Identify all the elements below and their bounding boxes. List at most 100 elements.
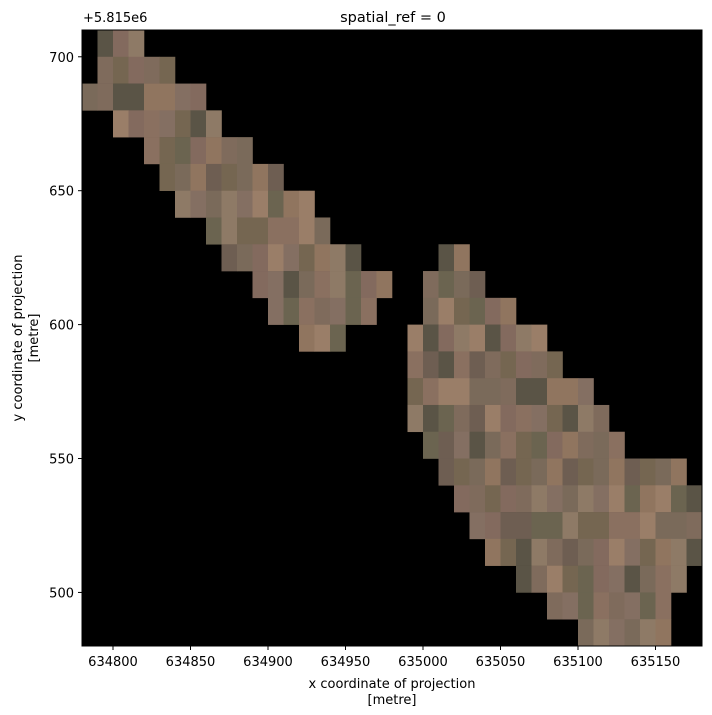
raster-pixel bbox=[593, 404, 610, 433]
raster-pixel bbox=[500, 538, 517, 566]
raster-pixel bbox=[221, 244, 238, 272]
raster-pixel bbox=[686, 512, 703, 540]
raster-pixel bbox=[268, 163, 284, 191]
raster-pixel bbox=[237, 163, 253, 191]
raster-pixel bbox=[531, 324, 548, 352]
raster-pixel bbox=[655, 512, 672, 540]
raster-pixel bbox=[531, 512, 548, 540]
raster-pixel bbox=[562, 512, 579, 540]
raster-pixel bbox=[144, 83, 160, 111]
raster-pixel bbox=[609, 431, 625, 459]
raster-pixel bbox=[562, 565, 579, 593]
y-tick-label: 500 bbox=[49, 586, 74, 601]
raster-pixel bbox=[252, 190, 269, 218]
raster-pixel bbox=[671, 458, 687, 486]
raster-image bbox=[82, 30, 703, 647]
raster-pixel bbox=[547, 404, 563, 433]
raster-pixel bbox=[330, 297, 346, 325]
x-tick-label: 635000 bbox=[398, 655, 448, 670]
raster-pixel bbox=[500, 324, 517, 352]
raster-pixel bbox=[640, 512, 656, 540]
raster-pixel bbox=[578, 378, 594, 406]
raster-pixel bbox=[531, 458, 548, 486]
raster-pixel bbox=[283, 271, 300, 299]
raster-pixel bbox=[159, 110, 176, 138]
raster-pixel bbox=[113, 56, 129, 84]
raster-pixel bbox=[206, 110, 222, 138]
raster-pixel bbox=[624, 458, 641, 486]
raster-pixel bbox=[547, 351, 563, 379]
raster-pixel bbox=[268, 217, 284, 245]
raster-pixel bbox=[624, 512, 641, 540]
raster-pixel bbox=[485, 297, 501, 325]
raster-pixel bbox=[640, 458, 656, 486]
raster-pixel bbox=[128, 110, 145, 138]
chart-title: spatial_ref = 0 bbox=[340, 10, 446, 26]
raster-pixel bbox=[671, 565, 687, 593]
raster-pixel bbox=[469, 512, 486, 540]
raster-pixel bbox=[454, 458, 470, 486]
raster-pixel bbox=[206, 190, 222, 218]
x-tick-label: 634800 bbox=[88, 655, 138, 670]
raster-pixel bbox=[469, 431, 486, 459]
raster-pixel bbox=[175, 110, 191, 138]
raster-pixel bbox=[423, 431, 439, 459]
raster-pixel bbox=[221, 163, 238, 191]
raster-pixel bbox=[655, 619, 672, 647]
raster-pixel bbox=[516, 512, 532, 540]
y-tick-label: 600 bbox=[49, 319, 74, 334]
raster-pixel bbox=[609, 565, 625, 593]
raster-pixel bbox=[175, 190, 191, 218]
raster-pixel bbox=[562, 538, 579, 566]
raster-pixel bbox=[609, 538, 625, 566]
raster-pixel bbox=[469, 271, 486, 299]
raster-pixel bbox=[578, 404, 594, 433]
raster-pixel bbox=[500, 351, 517, 379]
raster-pixel bbox=[485, 458, 501, 486]
raster-pixel bbox=[423, 324, 439, 352]
raster-pixel bbox=[237, 217, 253, 245]
raster-pixel bbox=[578, 512, 594, 540]
raster-pixel bbox=[562, 404, 579, 433]
raster-pixel bbox=[438, 431, 455, 459]
raster-pixel bbox=[314, 217, 331, 245]
raster-pixel bbox=[624, 565, 641, 593]
raster-pixel bbox=[283, 190, 300, 218]
raster-pixel bbox=[485, 404, 501, 433]
raster-pixel bbox=[578, 619, 594, 647]
raster-pixel bbox=[562, 431, 579, 459]
raster-pixel bbox=[190, 190, 207, 218]
raster-pixel bbox=[593, 538, 610, 566]
raster-pixel bbox=[500, 378, 517, 406]
raster-pixel bbox=[485, 512, 501, 540]
raster-pixel bbox=[407, 351, 424, 379]
raster-pixel bbox=[531, 538, 548, 566]
raster-pixel bbox=[206, 163, 222, 191]
raster-pixel bbox=[655, 565, 672, 593]
raster-pixel bbox=[454, 324, 470, 352]
raster-pixel bbox=[407, 404, 424, 433]
raster-pixel bbox=[485, 351, 501, 379]
raster-pixel bbox=[655, 592, 672, 620]
raster-pixel bbox=[438, 271, 455, 299]
raster-pixel bbox=[516, 485, 532, 513]
raster-pixel bbox=[547, 565, 563, 593]
raster-pixel bbox=[469, 324, 486, 352]
raster-pixel bbox=[144, 110, 160, 138]
raster-pixel bbox=[609, 619, 625, 647]
raster-pixel bbox=[686, 485, 703, 513]
raster-pixel bbox=[330, 271, 346, 299]
x-tick-label: 635100 bbox=[553, 655, 603, 670]
raster-pixel bbox=[516, 538, 532, 566]
raster-pixel bbox=[547, 431, 563, 459]
raster-pixel bbox=[345, 244, 362, 272]
raster-pixel bbox=[423, 351, 439, 379]
raster-pixel bbox=[485, 378, 501, 406]
raster-pixel bbox=[206, 137, 222, 165]
raster-pixel bbox=[686, 538, 703, 566]
raster-pixel bbox=[624, 485, 641, 513]
raster-pixel bbox=[531, 351, 548, 379]
raster-pixel bbox=[640, 565, 656, 593]
raster-pixel bbox=[655, 458, 672, 486]
raster-pixel bbox=[562, 378, 579, 406]
